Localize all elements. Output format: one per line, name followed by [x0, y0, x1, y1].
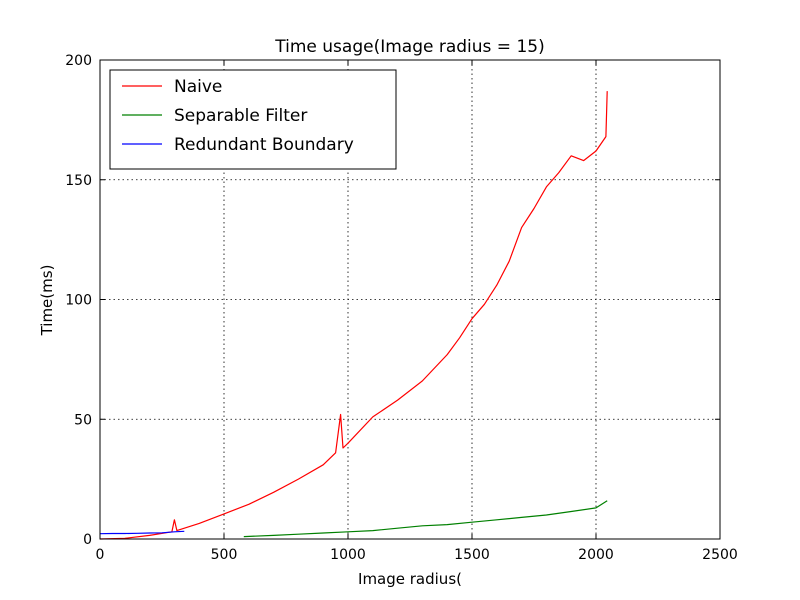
series-line-naive	[99, 91, 608, 540]
legend: Naive Separable Filter Redundant Boundary	[109, 69, 397, 170]
legend-label: Naive	[174, 77, 222, 97]
legend-label: Redundant Boundary	[174, 135, 354, 155]
chart-title: Time usage(Image radius = 15)	[274, 37, 544, 57]
x-tick-label: 0	[96, 547, 105, 563]
y-tick-label: 50	[74, 412, 92, 428]
y-tick-label: 0	[83, 532, 92, 548]
x-axis-label: Image radius(	[358, 570, 462, 588]
x-tick-label: 2000	[578, 547, 614, 563]
y-axis-label: Time(ms)	[38, 265, 56, 337]
data-series	[99, 91, 608, 540]
legend-label: Separable Filter	[174, 106, 307, 126]
y-axis: 0 50 100 150 200	[65, 53, 720, 548]
grid-lines	[100, 60, 720, 539]
x-tick-label: 2500	[702, 547, 738, 563]
x-tick-label: 1000	[330, 547, 366, 563]
x-axis: 0 500 1000 1500 2000 2500	[96, 60, 738, 563]
y-tick-label: 200	[65, 53, 92, 69]
x-tick-label: 1500	[454, 547, 490, 563]
series-line-redundant-boundary	[99, 530, 185, 535]
y-tick-label: 100	[65, 293, 92, 309]
y-tick-label: 150	[65, 173, 92, 189]
x-tick-label: 500	[211, 547, 238, 563]
series-line-separable-filter	[243, 500, 608, 538]
